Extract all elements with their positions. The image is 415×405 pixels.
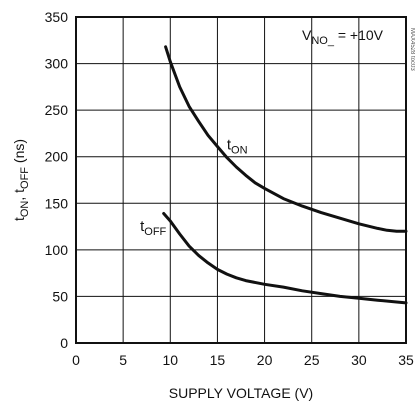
series-label-ton: tON <box>227 136 248 156</box>
x-tick-label: 0 <box>72 352 80 368</box>
y-tick-label: 200 <box>45 149 69 165</box>
y-tick-label: 300 <box>45 56 69 72</box>
y-tick-label: 150 <box>45 195 69 211</box>
series-line-ton <box>164 45 408 233</box>
y-tick-label: 100 <box>45 242 69 258</box>
figure-code-text: MAX4528 toc03 <box>409 28 415 71</box>
x-axis-title: SUPPLY VOLTAGE (V) <box>169 385 313 401</box>
x-tick-label: 10 <box>162 352 178 368</box>
x-tick-label: 20 <box>257 352 273 368</box>
x-tick-label: 30 <box>351 352 367 368</box>
series-line-toff <box>162 212 408 305</box>
y-axis-title: tON, tOFF (ns) <box>11 139 31 221</box>
y-tick-label: 350 <box>45 9 69 25</box>
y-tick-label: 0 <box>60 335 68 351</box>
x-tick-label: 35 <box>398 352 414 368</box>
grid <box>75 16 407 344</box>
vno-annotation: VNO_ = +10V <box>302 27 384 47</box>
series-labels: tON tOFF <box>140 136 247 238</box>
x-tick-label: 5 <box>119 352 127 368</box>
plot-frame <box>75 16 407 344</box>
y-tick-label: 250 <box>45 102 69 118</box>
x-tick-label: 25 <box>304 352 320 368</box>
series-lines <box>162 45 408 305</box>
y-tick-label: 50 <box>52 288 68 304</box>
x-tick-label: 15 <box>210 352 226 368</box>
series-label-toff: tOFF <box>140 218 166 238</box>
